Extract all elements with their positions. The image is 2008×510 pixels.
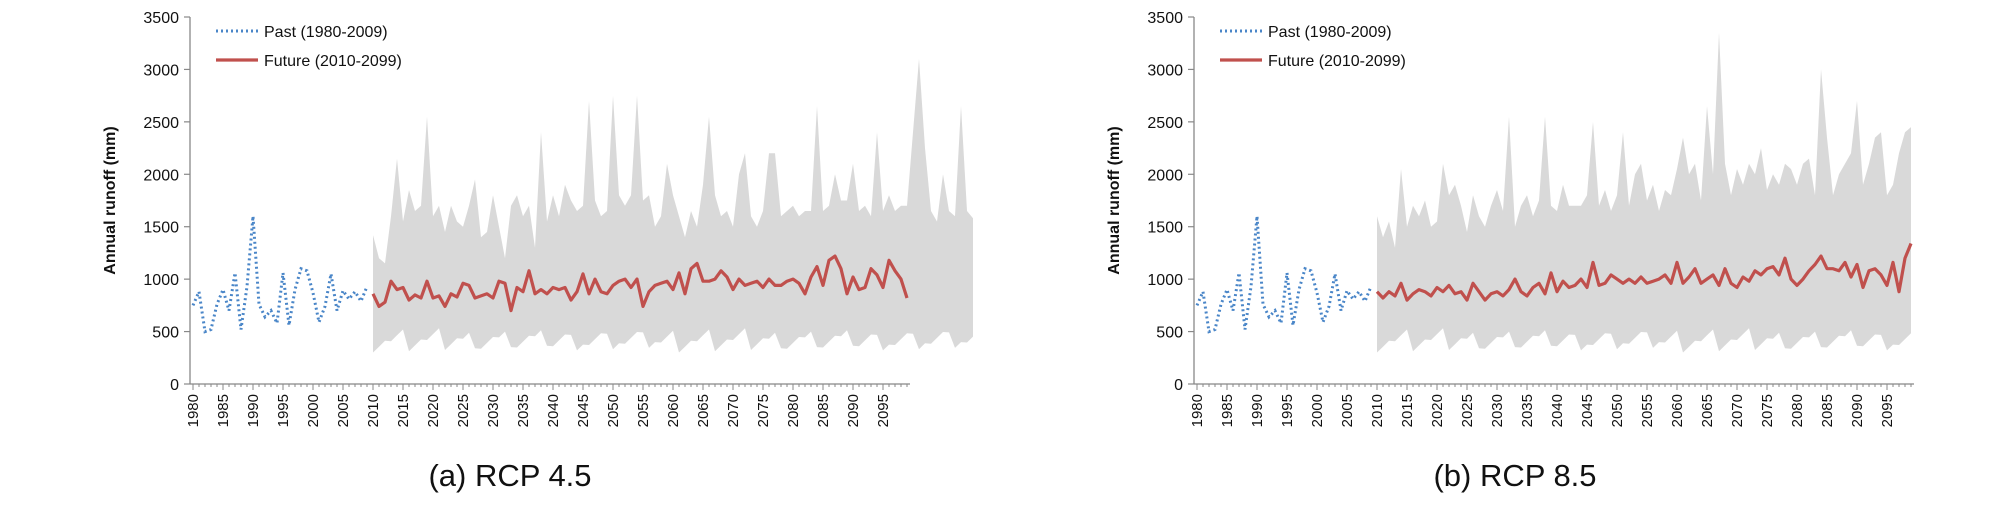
x-tick-label: 1985	[215, 394, 232, 427]
x-tick-label: 2060	[665, 394, 682, 427]
y-tick-label: 0	[1174, 377, 1183, 394]
x-tick-label: 2015	[1399, 394, 1416, 427]
range-band	[373, 58, 973, 353]
y-tick-label: 3500	[143, 10, 179, 27]
chart-panel-a: 0 500 1000 1500 2000 2500 3000 3500 1980 1985 1990…	[102, 10, 973, 493]
chart-b-caption: (b) RCP 8.5	[1433, 458, 1597, 493]
x-tick-label: 2000	[1309, 394, 1326, 427]
x-tick-label: 2025	[1459, 394, 1476, 427]
x-tick-label: 2010	[365, 394, 382, 427]
y-tick-label: 500	[152, 325, 179, 342]
x-tick-label: 1990	[1249, 394, 1266, 427]
x-tick-label: 2005	[335, 394, 352, 427]
past-series-line	[191, 216, 369, 334]
x-tick-label: 2030	[485, 394, 502, 427]
x-tick-label: 2065	[1699, 394, 1716, 427]
y-tick-label: 1500	[143, 220, 179, 237]
x-tick-label: 2090	[845, 394, 862, 427]
x-tick-label: 2080	[785, 394, 802, 427]
legend-past-label: Past (1980-2009)	[1268, 24, 1392, 41]
x-tick-label: 2050	[1609, 394, 1626, 427]
x-tick-label: 2060	[1669, 394, 1686, 427]
x-tick-label: 2065	[695, 394, 712, 427]
x-tick-label: 2015	[395, 394, 412, 427]
x-tick-label: 2020	[425, 394, 442, 427]
x-tick-label: 1985	[1219, 394, 1236, 427]
chart-panel-b: 0 500 1000 1500 2000 2500 3000 3500 1980 1985 1990…	[1004, 0, 2008, 510]
x-tick-label: 2055	[635, 394, 652, 427]
y-axis-title: Annual runoff (mm)	[1106, 126, 1123, 274]
future-series-line	[1375, 242, 1913, 302]
x-tick-label: 2040	[1549, 394, 1566, 427]
x-tick-label: 2025	[455, 394, 472, 427]
x-tick-label: 2095	[875, 394, 892, 427]
chart-b: 0 500 1000 1500 2000 2500 3000 3500 1980 1985 1990…	[1106, 10, 1914, 427]
x-tick-label: 2050	[605, 394, 622, 427]
range-band	[1377, 32, 1911, 353]
y-tick-label: 500	[1156, 325, 1183, 342]
y-tick-label: 2500	[143, 115, 179, 132]
past-series-line	[1195, 216, 1373, 334]
y-axis-title: Annual runoff (mm)	[102, 126, 119, 274]
x-tick-label: 2070	[725, 394, 742, 427]
x-tick-label: 2020	[1429, 394, 1446, 427]
legend-future-label: Future (2010-2099)	[1268, 53, 1406, 70]
x-tick-label: 2075	[755, 394, 772, 427]
x-tick-label: 2000	[305, 394, 322, 427]
x-tick-label: 2040	[545, 394, 562, 427]
x-tick-label: 2085	[1819, 394, 1836, 427]
future-series-line	[371, 254, 909, 313]
x-tick-label: 1995	[275, 394, 292, 427]
y-tick-label: 3000	[143, 62, 179, 79]
x-tick-label: 2075	[1759, 394, 1776, 427]
x-tick-label: 2095	[1879, 394, 1896, 427]
chart-a: 0 500 1000 1500 2000 2500 3000 3500 1980 1985 1990…	[102, 10, 973, 427]
y-tick-label: 0	[170, 377, 179, 394]
x-tick-label: 1990	[245, 394, 262, 427]
x-tick-label: 2045	[1579, 394, 1596, 427]
x-tick-label: 2070	[1729, 394, 1746, 427]
chart-a-caption: (a) RCP 4.5	[428, 458, 592, 493]
y-tick-label: 2000	[143, 167, 179, 184]
x-tick-label: 2035	[515, 394, 532, 427]
x-tick-label: 2010	[1369, 394, 1386, 427]
y-tick-label: 1500	[1147, 220, 1183, 237]
x-tick-label: 2055	[1639, 394, 1656, 427]
x-tick-label: 1980	[1189, 394, 1206, 427]
y-tick-label: 3500	[1147, 10, 1183, 27]
y-tick-label: 3000	[1147, 62, 1183, 79]
x-tick-label: 2030	[1489, 394, 1506, 427]
x-tick-label: 2045	[575, 394, 592, 427]
x-tick-label: 2035	[1519, 394, 1536, 427]
y-tick-label: 1000	[1147, 272, 1183, 289]
y-tick-label: 1000	[143, 272, 179, 289]
legend-past-label: Past (1980-2009)	[264, 24, 388, 41]
x-tick-label: 2090	[1849, 394, 1866, 427]
legend-future-label: Future (2010-2099)	[264, 53, 402, 70]
y-tick-label: 2000	[1147, 167, 1183, 184]
x-tick-label: 2005	[1339, 394, 1356, 427]
x-tick-label: 1980	[185, 394, 202, 427]
y-tick-label: 2500	[1147, 115, 1183, 132]
x-tick-label: 2085	[815, 394, 832, 427]
x-tick-label: 1995	[1279, 394, 1296, 427]
x-tick-label: 2080	[1789, 394, 1806, 427]
